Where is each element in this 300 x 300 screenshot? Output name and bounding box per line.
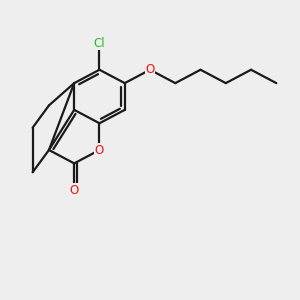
Text: O: O — [146, 63, 154, 76]
Text: O: O — [95, 143, 104, 157]
Text: O: O — [70, 184, 79, 196]
Text: Cl: Cl — [94, 37, 105, 50]
